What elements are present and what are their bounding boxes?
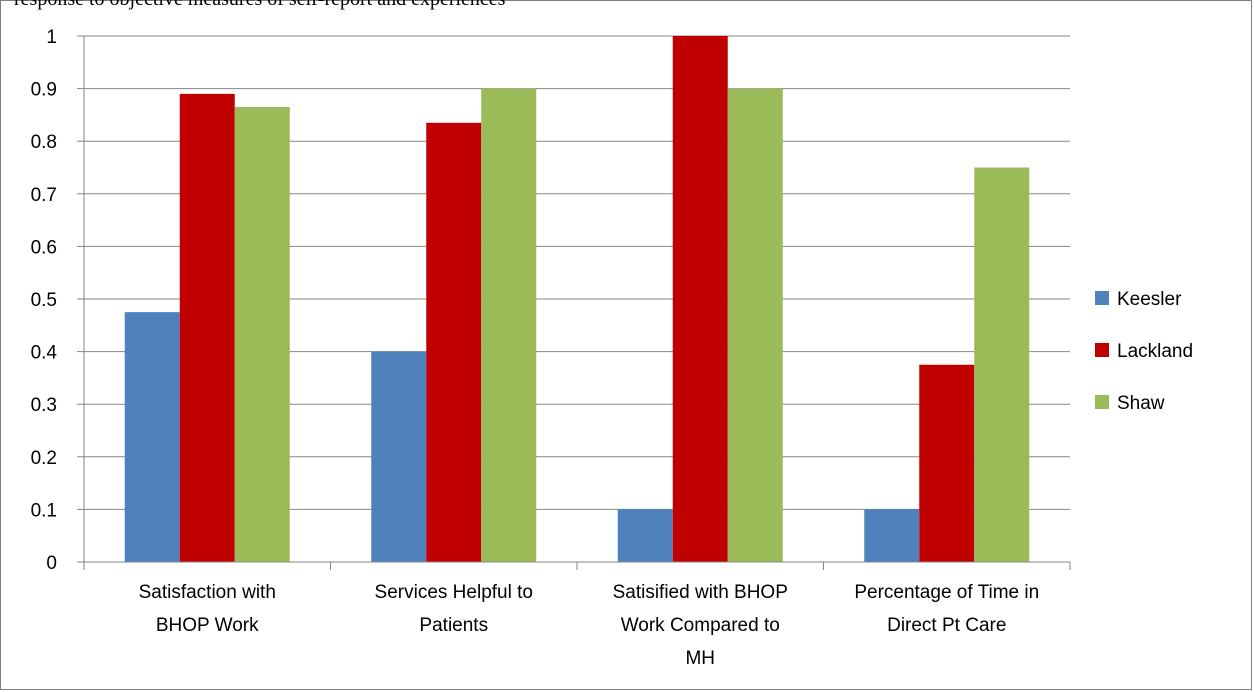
bar-keesler bbox=[617, 509, 673, 562]
category-label: Satisfaction with bbox=[139, 582, 276, 603]
cutoff-header-text: response to objective measures of self-r… bbox=[14, 0, 505, 11]
bar-keesler bbox=[124, 312, 180, 562]
category-label: Services Helpful to bbox=[375, 582, 533, 603]
y-tick-label: 0.7 bbox=[31, 185, 57, 206]
category-label: Satisified with BHOP bbox=[613, 582, 788, 603]
y-tick-label: 0.3 bbox=[31, 395, 57, 416]
y-tick-label: 0.8 bbox=[31, 132, 57, 153]
bars bbox=[124, 36, 1030, 563]
legend-label-shaw: Shaw bbox=[1117, 393, 1165, 414]
bar-lackland bbox=[672, 36, 728, 562]
y-tick-label: 1 bbox=[46, 27, 57, 48]
y-tick-label: 0.4 bbox=[31, 343, 58, 364]
legend-label-lackland: Lackland bbox=[1117, 341, 1193, 362]
legend: Keesler Lackland Shaw bbox=[1095, 289, 1193, 414]
bar-lackland bbox=[179, 93, 235, 563]
category-label: BHOP Work bbox=[156, 615, 259, 636]
bar-keesler bbox=[864, 509, 920, 562]
category-label: Patients bbox=[419, 615, 488, 636]
y-tick-label: 0 bbox=[46, 553, 57, 574]
y-tick-labels: 0 0.1 0.2 0.3 0.4 0.5 0.6 0.7 0.8 0.9 1 bbox=[31, 27, 58, 574]
y-tick-label: 0.5 bbox=[31, 290, 57, 311]
legend-swatch-shaw bbox=[1095, 395, 1109, 409]
y-tick-label: 0.9 bbox=[31, 80, 57, 101]
bar-shaw bbox=[234, 107, 290, 562]
y-tick-label: 0.2 bbox=[31, 448, 57, 469]
bar-shaw bbox=[481, 88, 537, 562]
legend-swatch-lackland bbox=[1095, 343, 1109, 357]
bar-shaw bbox=[727, 88, 783, 562]
y-tick-label: 0.6 bbox=[31, 237, 57, 258]
bar-shaw bbox=[974, 167, 1030, 562]
category-label: Percentage of Time in bbox=[854, 582, 1039, 603]
bar-lackland bbox=[426, 122, 482, 562]
category-label: Direct Pt Care bbox=[887, 615, 1006, 636]
category-label: MH bbox=[685, 648, 715, 669]
bar-keesler bbox=[371, 351, 427, 562]
bar-lackland bbox=[919, 364, 975, 562]
y-tick-label: 0.1 bbox=[31, 500, 57, 521]
category-label: Work Compared to bbox=[621, 615, 780, 636]
category-labels: Satisfaction with BHOP Work Services Helpf… bbox=[139, 582, 1040, 669]
axes bbox=[77, 35, 1071, 570]
legend-swatch-keesler bbox=[1095, 291, 1109, 305]
legend-label-keesler: Keesler bbox=[1117, 289, 1182, 310]
